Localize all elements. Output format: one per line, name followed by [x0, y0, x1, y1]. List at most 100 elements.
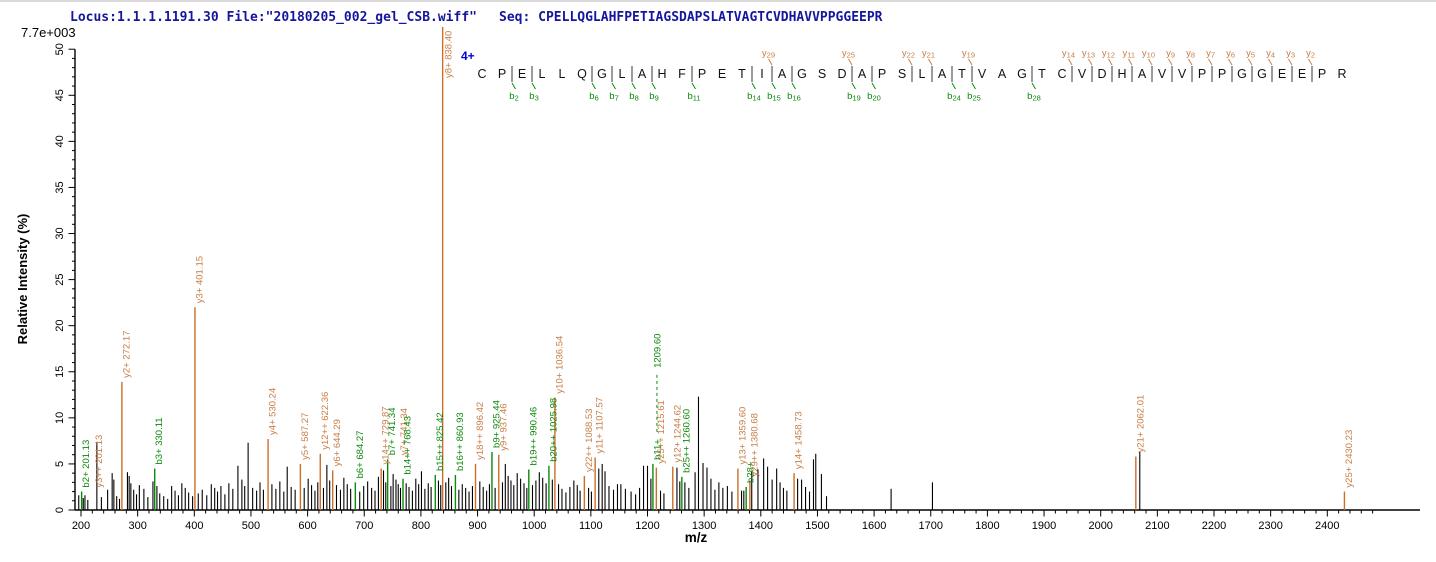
b-ion-hook: [851, 82, 856, 90]
residue-letter: V: [1158, 67, 1167, 81]
peak-label: b2+ 201.13: [81, 440, 92, 488]
residue-letter: L: [539, 67, 546, 81]
residue-letter: L: [619, 67, 626, 81]
y-ion-hook: [1088, 58, 1093, 66]
fragment-ion-mark: b24: [947, 91, 961, 103]
fragment-ion-mark: y3: [1286, 48, 1295, 60]
peak-label: b6+ 684.27: [355, 431, 366, 479]
peak-label: y18++ 896.42: [475, 402, 486, 460]
b-ion-hook: [1031, 82, 1036, 90]
peak-labels: b2+ 201.13 y3++ 201.13 y2+ 272.17 b3+ 330.1…: [81, 31, 1355, 488]
fragment-ion-mark: b28: [1027, 91, 1041, 103]
x-tick-label: 1300: [692, 520, 716, 532]
fragment-ion-mark: y4: [1266, 48, 1275, 60]
y-ion-hook: [1288, 58, 1293, 66]
peak-label: b20++ 1025.98: [548, 398, 559, 462]
peak-label: y14++ 729.87: [381, 406, 392, 464]
x-tick-label: 1700: [919, 520, 943, 532]
y-axis-title: Relative Intensity (%): [15, 214, 30, 345]
peak-label: y12+ 1244.62: [672, 405, 683, 463]
residue-letter: P: [878, 67, 886, 81]
peak-label: 1209.60: [652, 334, 663, 368]
locus-file-text: Locus:1.1.1.1191.30 File:"20180205_002_g…: [70, 10, 477, 25]
peak-label: y6+ 644.29: [332, 419, 343, 466]
peak-label: y4+ 530.24: [268, 388, 279, 435]
peak-label: y11+ 1107.57: [595, 397, 606, 453]
peak-label: y25+ 2430.23: [1344, 430, 1355, 488]
y-ion-hook: [768, 58, 773, 66]
b-ion-hook: [791, 82, 796, 90]
fragment-ion-mark: y7: [1206, 48, 1215, 60]
residue-letter: A: [1138, 67, 1147, 81]
x-tick-label: 2100: [1145, 520, 1169, 532]
y-tick-label: 15: [54, 366, 66, 378]
y-ion-hook: [1148, 58, 1153, 66]
peak-label: y14+ 1458.73: [794, 411, 805, 469]
fragment-ion-mark: y5: [1246, 48, 1255, 60]
y-ion-hook: [1228, 58, 1233, 66]
fragment-ion-mark: b15: [767, 91, 781, 103]
x-axis-title: m/z: [685, 530, 708, 545]
b-ion-hook: [951, 82, 956, 90]
x-tick-label: 200: [72, 520, 90, 532]
peak-label: y29++ 1380.68: [749, 413, 760, 476]
fragment-ion-mark: b14: [747, 91, 761, 103]
fragment-ion-mark: y9: [1166, 48, 1175, 60]
y-ion-hook: [1168, 58, 1173, 66]
residue-letter: C: [477, 67, 486, 81]
precursor-charge-label: 4+: [461, 49, 475, 63]
axes: 200 300 400 500 600 700 800 900 1000 1100 1200 1300…: [54, 43, 1420, 532]
residue-letter: P: [1198, 67, 1206, 81]
residue-letter: I: [760, 67, 763, 81]
x-tick-label: 1600: [862, 520, 886, 532]
residue-letter: A: [998, 67, 1007, 81]
peak-label: b9+ 925.44: [491, 400, 502, 448]
residue-letter: Q: [577, 67, 587, 81]
x-tick-label: 1500: [805, 520, 829, 532]
b-ion-hook: [971, 82, 976, 90]
y-ion-hook: [1308, 58, 1313, 66]
residue-letter: S: [898, 67, 906, 81]
b-ion-hook: [771, 82, 776, 90]
peak-label: b19++ 990.46: [528, 407, 539, 466]
residue-letter: F: [678, 67, 686, 81]
fragment-ion-mark: y19: [962, 48, 975, 60]
y-tick-label: 25: [54, 273, 66, 285]
b-ion-hook: [691, 82, 696, 90]
peak-label: b16++ 860.93: [455, 412, 466, 471]
x-tick-label: 400: [185, 520, 203, 532]
peak-label: b25++ 1260.60: [681, 409, 692, 473]
peak-label: y3++ 201.13: [94, 435, 105, 488]
y-tick-label: 5: [54, 461, 66, 467]
residue-letter: G: [1237, 67, 1247, 81]
b-ion-hook: [751, 82, 756, 90]
residue-letter: P: [698, 67, 706, 81]
y-ion-hook: [908, 58, 913, 66]
fragment-ion-mark: y22: [902, 48, 915, 60]
fragment-ion-mark: y11: [1122, 48, 1135, 60]
y-ion-hook: [1068, 58, 1073, 66]
x-tick-label: 1200: [635, 520, 659, 532]
fragment-ion-mark: y14: [1062, 48, 1075, 60]
x-tick-label: 2200: [1202, 520, 1226, 532]
fragment-ion-peaks: [80, 27, 1346, 510]
residue-letter: A: [778, 67, 787, 81]
x-tick-label: 700: [355, 520, 373, 532]
x-tick-label: 900: [468, 520, 486, 532]
y-ion-hook: [848, 58, 853, 66]
peak-label: y9+ 937.46: [498, 403, 509, 450]
residue-letter: C: [1057, 67, 1066, 81]
residue-letter: D: [1097, 67, 1106, 81]
fragment-ion-mark: y29: [762, 48, 775, 60]
x-tick-label: 300: [128, 520, 146, 532]
residue-letter: H: [657, 67, 666, 81]
y-ion-hook: [1188, 58, 1193, 66]
peak-label: y22++ 1088.53: [584, 408, 595, 471]
peak-label: y3+ 401.15: [194, 256, 205, 303]
residue-letter: P: [1318, 67, 1326, 81]
x-tick-label: 1100: [579, 520, 603, 532]
y-ion-hook: [1128, 58, 1133, 66]
x-tick-label: 2000: [1088, 520, 1112, 532]
